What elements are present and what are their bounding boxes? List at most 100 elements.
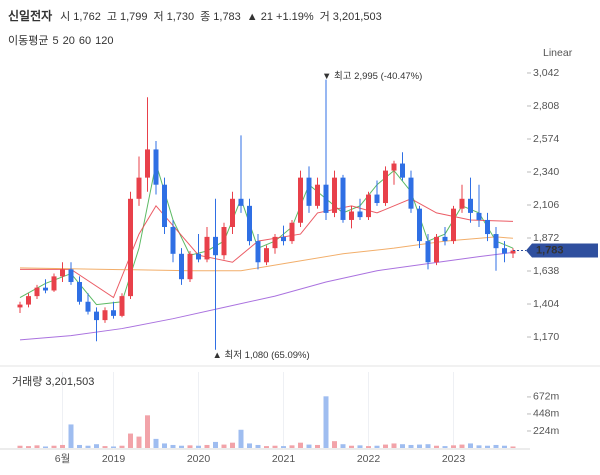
volume-bar: [434, 445, 439, 448]
ma-line: [19, 236, 514, 272]
volume-bar: [306, 444, 312, 448]
scale-label: Linear: [543, 47, 573, 59]
volume-bar: [323, 396, 329, 448]
quote-label: 저: [153, 10, 163, 23]
volume-bar: [281, 446, 286, 448]
y-tick-label: 1,404: [533, 298, 559, 310]
legend-entry: 120: [95, 35, 113, 47]
candle-body: [26, 296, 31, 305]
candle-body: [306, 177, 312, 206]
candle-body: [77, 282, 82, 302]
x-tick-label: 2022: [357, 453, 381, 465]
y-tick-label: 1,170: [533, 331, 559, 343]
quote-label: 고: [107, 11, 117, 23]
volume-bar: [332, 441, 337, 448]
volume-bar: [34, 445, 40, 448]
volume-bar: [349, 445, 354, 448]
candle-body: [255, 241, 261, 263]
candle-body: [136, 177, 142, 199]
candle-body: [315, 184, 320, 206]
volume-bar: [187, 445, 193, 448]
candle-body: [340, 177, 346, 220]
annotation-high: ▼ 최고 2,995 (-40.47%): [322, 71, 422, 82]
volume-bar: [221, 444, 227, 448]
quote-label: 시: [60, 11, 70, 23]
candle-body: [417, 208, 422, 242]
volume-bar: [442, 446, 448, 448]
candle-body: [391, 163, 397, 171]
last-price-label: 1,783: [536, 244, 564, 256]
volume-bar: [272, 445, 278, 448]
candle-body: [162, 184, 167, 228]
annotation-low: ▲ 최저 1,080 (65.09%): [213, 350, 310, 361]
volume-bar: [289, 445, 295, 448]
volume-bar: [315, 444, 320, 448]
candle-body: [145, 149, 150, 178]
volume-bar: [476, 445, 482, 448]
candle-body: [213, 236, 218, 256]
volume-bar: [102, 446, 108, 448]
y-tick-label: 2,106: [533, 199, 559, 211]
y-tick-label: 3,042: [533, 67, 559, 79]
x-tick-label: 2023: [442, 453, 466, 465]
candle-body: [383, 170, 388, 204]
x-tick-label: 2019: [102, 453, 126, 465]
candle-body: [43, 287, 48, 291]
candle-body: [230, 198, 235, 228]
volume-bar: [230, 442, 235, 448]
y-tick-label: 1,872: [533, 232, 559, 244]
candle-body: [34, 287, 40, 297]
volume-bar: [213, 441, 218, 448]
candle-body: [485, 219, 490, 235]
volume-bar: [340, 444, 346, 448]
candle-body: [502, 248, 507, 254]
candle-body: [510, 250, 516, 254]
volume-bar: [145, 415, 150, 448]
volume-bar: [85, 445, 91, 448]
candle-body: [94, 311, 99, 321]
candle-body: [289, 222, 295, 242]
y-tick-label: 224m: [533, 425, 560, 437]
candle-body: [349, 211, 354, 220]
candle-body: [408, 177, 414, 209]
volume-bar: [119, 445, 125, 448]
volume-bar: [94, 444, 99, 448]
candle-body: [357, 211, 363, 218]
candle-body: [332, 177, 337, 213]
candle-body: [264, 248, 269, 263]
y-tick-label: 672m: [533, 391, 560, 403]
volume-title: 거래량 3,201,503: [12, 375, 94, 388]
volume-bar: [510, 446, 516, 448]
candle-body: [102, 310, 108, 321]
volume-bar: [264, 446, 269, 448]
candle-body: [298, 177, 303, 223]
volume-bar: [238, 429, 244, 448]
candle-body: [272, 236, 278, 249]
quote-label: 종: [200, 11, 210, 23]
legend-entry: 5: [52, 35, 58, 47]
candle-body: [196, 253, 201, 260]
quote-label: 거: [320, 10, 330, 23]
legend-entry: 20: [63, 35, 75, 47]
volume-bar: [179, 445, 184, 448]
volume-bar: [298, 442, 303, 448]
candle-body: [459, 198, 465, 209]
volume-bar: [111, 446, 116, 448]
candle-body: [323, 184, 329, 213]
ma-line: [19, 251, 514, 341]
volume-bar: [383, 444, 388, 448]
candle-body: [434, 236, 439, 263]
y-tick-label: 2,574: [533, 133, 559, 145]
candle-body: [468, 198, 473, 213]
volume-bar: [77, 444, 82, 448]
quote-value: 1,730: [167, 11, 195, 23]
x-tick-label: 2020: [187, 453, 211, 465]
ma-legend-title: 이동평균: [8, 34, 48, 47]
candle-body: [238, 198, 244, 206]
volume-bar: [51, 445, 57, 448]
volume-bar: [60, 444, 65, 448]
volume-bar: [451, 445, 456, 448]
candle-body: [111, 310, 116, 316]
quote-value: 1,799: [120, 11, 148, 23]
